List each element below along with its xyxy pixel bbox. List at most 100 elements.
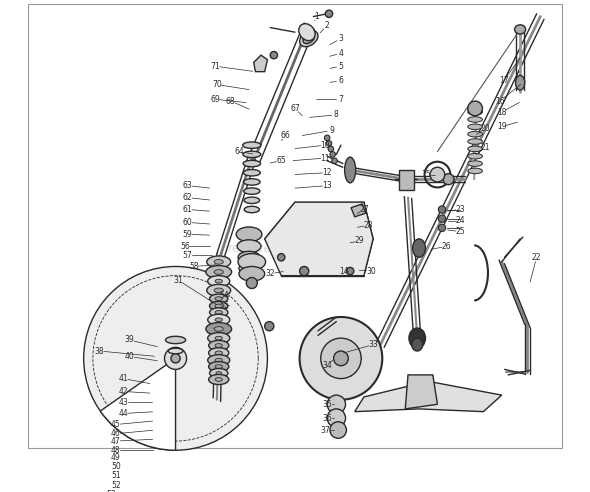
Text: 18: 18 <box>497 108 506 117</box>
Text: 5: 5 <box>339 62 343 71</box>
Text: 39: 39 <box>124 336 135 344</box>
Text: 63: 63 <box>183 181 192 190</box>
Text: 19: 19 <box>497 123 507 131</box>
Ellipse shape <box>468 109 483 115</box>
Text: 71: 71 <box>210 62 220 71</box>
Ellipse shape <box>214 270 224 274</box>
Text: 12: 12 <box>322 168 332 177</box>
Text: 27: 27 <box>359 205 369 214</box>
Text: 35: 35 <box>322 400 332 409</box>
Text: 17: 17 <box>499 76 509 85</box>
Text: 6: 6 <box>339 76 343 85</box>
Circle shape <box>346 267 354 275</box>
Ellipse shape <box>208 355 230 366</box>
Text: 67: 67 <box>290 104 300 113</box>
Circle shape <box>327 409 346 427</box>
Ellipse shape <box>206 284 231 296</box>
Text: 41: 41 <box>119 374 128 383</box>
Text: 57: 57 <box>183 251 192 260</box>
Ellipse shape <box>209 308 228 317</box>
Text: 23: 23 <box>455 205 465 214</box>
Ellipse shape <box>468 139 483 144</box>
Circle shape <box>325 10 333 17</box>
Ellipse shape <box>215 365 222 369</box>
Ellipse shape <box>215 351 222 355</box>
Circle shape <box>333 351 348 366</box>
Text: replacementparts.com: replacementparts.com <box>228 242 362 254</box>
Text: 51: 51 <box>111 471 120 481</box>
Ellipse shape <box>237 240 261 253</box>
Ellipse shape <box>215 318 222 322</box>
Ellipse shape <box>243 170 260 176</box>
Ellipse shape <box>215 343 222 347</box>
Text: 58: 58 <box>189 262 199 271</box>
Ellipse shape <box>468 146 483 152</box>
Ellipse shape <box>239 263 259 274</box>
Circle shape <box>330 152 336 157</box>
Ellipse shape <box>300 31 318 47</box>
Ellipse shape <box>468 161 483 166</box>
Text: 24: 24 <box>455 216 465 225</box>
Circle shape <box>326 141 332 146</box>
Text: 3: 3 <box>339 34 343 43</box>
Ellipse shape <box>412 239 425 257</box>
Text: 48: 48 <box>111 446 120 455</box>
Text: 66: 66 <box>281 131 291 141</box>
Ellipse shape <box>206 266 232 278</box>
Ellipse shape <box>412 338 422 351</box>
Ellipse shape <box>409 328 425 348</box>
Ellipse shape <box>165 337 186 343</box>
Text: 31: 31 <box>173 276 183 285</box>
Text: 7: 7 <box>339 95 343 104</box>
Polygon shape <box>254 55 267 72</box>
Text: 60: 60 <box>183 218 192 227</box>
Text: 65: 65 <box>276 156 286 165</box>
Ellipse shape <box>208 333 230 343</box>
Ellipse shape <box>214 327 224 331</box>
Text: 44: 44 <box>119 409 128 418</box>
Circle shape <box>270 52 277 59</box>
Ellipse shape <box>243 160 261 167</box>
Text: 68: 68 <box>226 96 235 106</box>
Text: 16: 16 <box>495 96 504 106</box>
Ellipse shape <box>468 124 483 129</box>
Text: 47: 47 <box>111 436 121 446</box>
Ellipse shape <box>215 310 222 314</box>
Circle shape <box>300 317 382 400</box>
Text: 49: 49 <box>111 453 121 462</box>
Text: 14: 14 <box>339 267 349 276</box>
Text: 32: 32 <box>266 269 275 278</box>
Text: 37: 37 <box>320 426 330 434</box>
Ellipse shape <box>236 227 262 242</box>
Circle shape <box>443 174 454 184</box>
Text: 21: 21 <box>480 143 490 152</box>
Ellipse shape <box>238 251 260 263</box>
Circle shape <box>246 277 257 288</box>
Circle shape <box>438 215 445 222</box>
Text: 11: 11 <box>320 154 330 162</box>
Ellipse shape <box>243 151 261 157</box>
Ellipse shape <box>168 348 183 354</box>
Ellipse shape <box>468 168 483 174</box>
Ellipse shape <box>516 75 525 90</box>
Circle shape <box>324 135 330 141</box>
Ellipse shape <box>209 348 229 358</box>
Circle shape <box>327 395 346 413</box>
Text: 56: 56 <box>180 242 189 251</box>
Polygon shape <box>355 381 502 412</box>
Ellipse shape <box>303 33 314 44</box>
Ellipse shape <box>244 188 260 194</box>
Ellipse shape <box>215 337 222 340</box>
Ellipse shape <box>214 260 224 264</box>
Ellipse shape <box>208 314 230 325</box>
Text: 50: 50 <box>111 462 121 471</box>
Ellipse shape <box>216 371 221 374</box>
Text: 62: 62 <box>183 193 192 202</box>
Ellipse shape <box>214 288 224 293</box>
Text: 25: 25 <box>455 227 465 236</box>
Circle shape <box>330 422 346 438</box>
Circle shape <box>430 167 445 182</box>
Ellipse shape <box>209 374 229 385</box>
Circle shape <box>300 267 309 276</box>
Circle shape <box>277 253 285 261</box>
